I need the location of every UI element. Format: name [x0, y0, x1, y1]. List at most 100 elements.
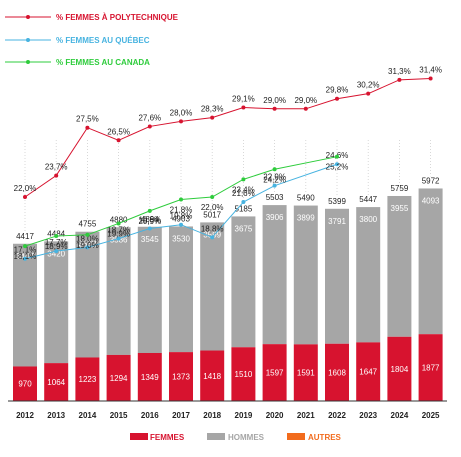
point-polytechnique	[147, 124, 152, 129]
x-tick-label: 2012	[16, 411, 34, 420]
data-label-polytechnique: 26,5%	[107, 127, 130, 136]
value-label-hommes: 3906	[266, 213, 284, 222]
value-label-femmes: 1223	[79, 375, 97, 384]
point-quebec	[272, 183, 277, 188]
value-label-femmes: 1597	[266, 369, 284, 378]
value-label-femmes: 1877	[422, 364, 440, 373]
value-label-femmes: 1510	[235, 370, 253, 379]
value-label-hommes: 4093	[422, 196, 440, 205]
line-legend: % FEMMES À POLYTECHNIQUE % FEMMES AU QUÉ…	[5, 13, 179, 67]
legend-item-hommes: HOMMES	[207, 433, 265, 442]
bar-hommes	[231, 216, 256, 348]
data-label-canada: 23,4%	[232, 185, 255, 194]
bar-hommes	[106, 227, 131, 355]
bar-hommes	[262, 205, 287, 345]
point-quebec	[335, 162, 339, 167]
data-label-canada: 18,9%	[45, 242, 68, 251]
point-quebec	[116, 236, 121, 241]
bar-hommes	[325, 208, 349, 344]
data-label-polytechnique: 31,3%	[388, 67, 411, 76]
point-canada	[272, 167, 277, 172]
x-tick-label: 2014	[79, 411, 97, 420]
bar-femmes	[387, 336, 412, 401]
legend-swatch-autres	[287, 433, 305, 440]
legend-item-femmes: FEMMES	[130, 433, 185, 442]
x-tick-label: 2019	[235, 411, 253, 420]
x-tick-label: 2015	[110, 411, 128, 420]
point-polytechnique	[241, 105, 246, 110]
bar-hommes	[44, 241, 69, 364]
data-label-canada: 21,8%	[170, 206, 193, 215]
point-canada	[85, 232, 90, 237]
value-label-femmes: 1064	[47, 378, 65, 387]
x-tick-label: 2016	[141, 411, 159, 420]
value-label-femmes: 1804	[391, 365, 409, 374]
legend-label-autres: AUTRES	[308, 433, 342, 442]
data-label-canada: 25,2%	[326, 163, 349, 172]
bar-femmes	[356, 342, 381, 401]
data-label-polytechnique: 23,7%	[45, 163, 68, 172]
bar-legend: FEMMES HOMMES AUTRES	[130, 433, 342, 442]
data-label-polytechnique: 31,4%	[419, 66, 442, 75]
legend-item-quebec: % FEMMES AU QUÉBEC	[5, 36, 150, 45]
data-label-polytechnique: 29,1%	[232, 95, 255, 104]
data-label-polytechnique: 30,2%	[357, 81, 380, 90]
value-label-femmes: 1418	[203, 372, 221, 381]
data-label-quebec: 17,7%	[45, 238, 68, 247]
value-label-femmes: 1373	[172, 373, 190, 382]
legend-label-femmes: FEMMES	[150, 433, 185, 442]
data-label-canada: 24,2%	[263, 175, 286, 184]
value-label-total: 5017	[203, 210, 221, 219]
point-quebec	[179, 222, 183, 227]
x-tick-label: 2017	[172, 411, 190, 420]
bar-femmes	[169, 352, 193, 401]
legend-label-hommes: HOMMES	[228, 433, 265, 442]
point-canada	[179, 197, 183, 202]
value-label-total: 5503	[266, 193, 284, 202]
point-polytechnique	[210, 115, 215, 120]
point-polytechnique	[272, 106, 277, 111]
bar-hommes	[293, 205, 318, 345]
data-label-polytechnique: 27,6%	[138, 113, 161, 122]
value-label-total: 5490	[297, 194, 315, 203]
legend-label-canada: % FEMMES AU CANADA	[56, 58, 150, 67]
bar-femmes	[262, 344, 287, 401]
point-canada	[54, 234, 59, 239]
data-label-quebec: 18,0%	[76, 234, 99, 243]
line-quebec	[24, 163, 338, 260]
x-tick-label: 2018	[203, 411, 221, 420]
point-canada	[116, 221, 121, 226]
data-label-canada: 19,0%	[76, 241, 99, 250]
data-label-polytechnique: 29,0%	[294, 96, 317, 105]
x-tick-label: 2025	[422, 411, 440, 420]
x-tick-label: 2013	[47, 411, 65, 420]
bar-hommes	[169, 226, 193, 353]
line-polytechnique	[24, 78, 431, 198]
bar-femmes	[325, 343, 349, 401]
data-label-polytechnique: 29,0%	[263, 96, 286, 105]
legend-swatch-femmes	[130, 433, 148, 440]
point-polytechnique	[179, 119, 183, 124]
x-axis: 2012 2013 2014 2015 2016 2017 2018 2019 2020 2021…	[8, 400, 447, 420]
x-tick-label: 2023	[359, 411, 377, 420]
value-label-total: 4880	[110, 215, 128, 224]
point-quebec	[210, 235, 215, 240]
point-quebec	[23, 256, 27, 261]
point-canada	[335, 154, 339, 159]
bar-femmes	[13, 366, 37, 401]
point-canada	[23, 244, 27, 249]
bar-hommes	[137, 226, 162, 353]
data-label-quebec: 22,9%	[263, 173, 286, 182]
point-polytechnique	[54, 173, 59, 178]
data-label-polytechnique: 28,3%	[201, 105, 224, 114]
value-label-femmes: 1349	[141, 373, 159, 382]
value-label-hommes: 3447	[16, 252, 34, 261]
value-label-femmes: 970	[18, 380, 32, 389]
bars-layer: 970 3447 4417 1064 3420 4484 1223 3532 4755 1294 3…	[13, 140, 443, 401]
x-tick-label: 2024	[391, 411, 409, 420]
x-tick-label: 2021	[297, 411, 315, 420]
value-label-total: 4755	[79, 220, 97, 229]
bar-femmes	[418, 334, 443, 401]
line-canada	[24, 156, 338, 247]
